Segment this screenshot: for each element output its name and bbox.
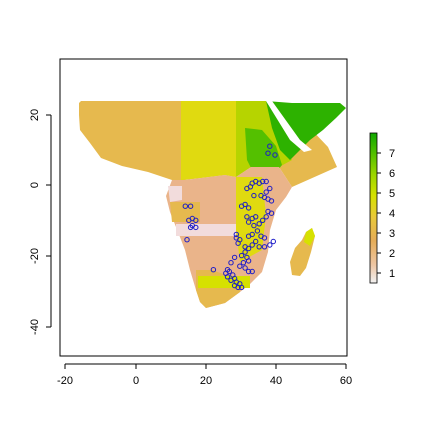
legend-ticks xyxy=(377,152,381,274)
observation-point xyxy=(242,201,248,208)
region-tan-south xyxy=(170,202,200,222)
observation-point xyxy=(244,214,250,220)
y-tick-label: 0 xyxy=(29,182,41,188)
observation-point xyxy=(245,233,252,239)
observation-point xyxy=(251,192,257,199)
observation-point xyxy=(245,219,252,225)
observation-point xyxy=(242,265,248,271)
observation-point xyxy=(240,260,247,266)
region-yellow-south xyxy=(198,276,250,288)
x-tick-label: 20 xyxy=(200,375,212,387)
observation-point xyxy=(245,245,252,252)
legend-tick-label: 7 xyxy=(389,148,395,160)
observation-point xyxy=(231,254,238,261)
observation-point xyxy=(265,150,271,156)
x-tick-label: 60 xyxy=(340,375,352,387)
observation-point xyxy=(263,214,269,220)
observation-point xyxy=(233,231,240,238)
observation-point xyxy=(187,224,194,231)
observation-point xyxy=(261,235,268,241)
y-tick-label: 20 xyxy=(29,109,41,121)
observation-point xyxy=(251,222,257,229)
observation-point xyxy=(249,242,255,248)
red-sea xyxy=(266,101,312,152)
region-yellow-east xyxy=(236,177,266,262)
observation-point xyxy=(261,244,268,250)
legend-tick-label: 2 xyxy=(389,248,395,260)
observation-point xyxy=(268,198,275,204)
observation-point xyxy=(210,267,217,273)
y-tick-label: -40 xyxy=(29,319,41,335)
plot-frame xyxy=(59,58,348,357)
region-green-ne xyxy=(266,101,346,160)
y-axis: -40 -20 0 20 xyxy=(29,109,52,335)
observation-point xyxy=(238,284,245,291)
x-axis: -20 0 20 40 60 xyxy=(57,363,352,387)
y-tick-label: -20 xyxy=(29,248,41,264)
map-raster xyxy=(79,101,346,308)
observation-point xyxy=(182,203,189,209)
observation-point xyxy=(244,185,250,192)
observation-point xyxy=(263,178,269,185)
observation-point xyxy=(231,282,238,289)
observation-point xyxy=(249,268,255,275)
observation-point xyxy=(260,217,266,224)
observation-point xyxy=(235,240,241,246)
observation-point xyxy=(238,252,245,259)
observation-point xyxy=(242,249,248,255)
observation-point xyxy=(187,203,194,209)
legend: 1 2 3 4 5 6 7 xyxy=(369,132,395,284)
observation-point xyxy=(224,267,231,273)
observation-point xyxy=(256,244,262,250)
observation-point xyxy=(256,221,262,227)
legend-tick-label: 4 xyxy=(389,208,395,220)
observation-point xyxy=(245,268,252,275)
madagascar-north xyxy=(304,228,315,246)
observation-point xyxy=(228,260,234,266)
observation-point xyxy=(263,189,269,195)
observation-point xyxy=(245,205,252,211)
observation-points xyxy=(182,143,278,291)
legend-tick-label: 1 xyxy=(389,268,395,280)
observation-point xyxy=(270,238,276,245)
observation-point xyxy=(193,217,199,224)
legend-tick-label: 6 xyxy=(389,168,395,180)
observation-point xyxy=(267,143,273,149)
observation-point xyxy=(253,214,259,220)
x-tick-label: -20 xyxy=(57,375,73,387)
observation-point xyxy=(193,224,199,231)
observation-point xyxy=(268,210,275,216)
legend-tick-label: 3 xyxy=(389,228,395,240)
legend-tick-label: 5 xyxy=(389,188,395,200)
observation-point xyxy=(237,263,243,269)
x-tick-label: 0 xyxy=(133,375,139,387)
observation-point xyxy=(253,238,259,245)
observation-point xyxy=(267,185,273,192)
observation-point xyxy=(184,237,190,243)
observation-point xyxy=(267,242,273,248)
observation-point xyxy=(272,152,278,158)
region-yellow-band xyxy=(181,101,236,180)
x-tick-label: 40 xyxy=(270,375,282,387)
observation-point xyxy=(228,277,234,283)
observation-point xyxy=(254,228,261,234)
region-pale-west xyxy=(168,186,182,202)
region-pale-band xyxy=(176,224,236,236)
legend-color-bar xyxy=(369,132,378,284)
observation-point xyxy=(245,258,252,264)
observation-point xyxy=(260,178,266,185)
